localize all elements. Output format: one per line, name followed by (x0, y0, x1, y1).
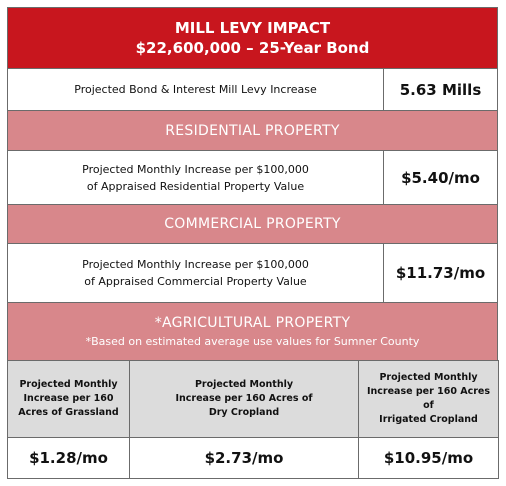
subtitle: $22,600,000 – 25-Year Bond (135, 39, 370, 57)
value: 5.63 Mills (399, 80, 482, 99)
label-line: Projected Monthly (19, 379, 118, 390)
ag-label-cell: Projected Monthly Increase per 160 Acres o… (7, 360, 130, 438)
label-line: of Appraised Residential Property Value (86, 179, 305, 193)
value: $2.73/mo (204, 449, 284, 467)
ag-value-cell: $1.28/mo (7, 437, 130, 479)
label-line: Acres of Grassland (18, 407, 119, 418)
commercial-label-cell: Projected Monthly Increase per $100,000 … (7, 243, 384, 303)
ag-value-cell: $10.95/mo (358, 437, 499, 479)
ag-label-cell: Projected Monthly Increase per 160 Acres … (129, 360, 359, 438)
value: $10.95/mo (383, 449, 474, 467)
residential-label-cell: Projected Monthly Increase per $100,000 … (7, 150, 384, 205)
heading: RESIDENTIAL PROPERTY (165, 122, 340, 139)
label-line: Increase per 160 Acres (366, 386, 490, 397)
heading: COMMERCIAL PROPERTY (164, 216, 341, 232)
commercial-value-cell: $11.73/mo (383, 243, 498, 303)
value: $1.28/mo (29, 449, 108, 467)
label-line: Projected Monthly (194, 379, 294, 390)
levy-label-cell: Projected Bond & Interest Mill Levy Incr… (7, 68, 384, 111)
section-header: COMMERCIAL PROPERTY (7, 204, 498, 244)
value: $5.40/mo (401, 168, 480, 187)
label: Projected Bond & Interest Mill Levy Incr… (74, 83, 317, 96)
section-header: *AGRICULTURAL PROPERTY *Based on estimat… (7, 302, 498, 361)
label-line: Dry Cropland (208, 407, 280, 418)
label-line: Projected Monthly Increase per $100,000 (82, 162, 309, 176)
label-line: Projected Monthly (379, 372, 478, 383)
ag-value-cell: $2.73/mo (129, 437, 359, 479)
label-line: of (423, 400, 434, 411)
section-header: RESIDENTIAL PROPERTY (7, 110, 498, 151)
label-line: of Appraised Commercial Property Value (84, 275, 307, 288)
title: MILL LEVY IMPACT (174, 19, 331, 37)
note: *Based on estimated average use values f… (85, 335, 420, 348)
levy-value-cell: 5.63 Mills (383, 68, 498, 111)
label-line: Increase per 160 Acres of (175, 393, 313, 404)
header: MILL LEVY IMPACT $22,600,000 – 25-Year B… (7, 7, 498, 69)
value: $11.73/mo (395, 264, 486, 282)
heading: *AGRICULTURAL PROPERTY (154, 315, 351, 331)
label-line: Irrigated Cropland (379, 414, 478, 425)
label-line: Projected Monthly Increase per $100,000 (82, 258, 309, 271)
ag-label-cell: Projected Monthly Increase per 160 Acres o… (358, 360, 499, 438)
residential-value-cell: $5.40/mo (383, 150, 498, 205)
label-line: Increase per 160 (23, 393, 114, 404)
